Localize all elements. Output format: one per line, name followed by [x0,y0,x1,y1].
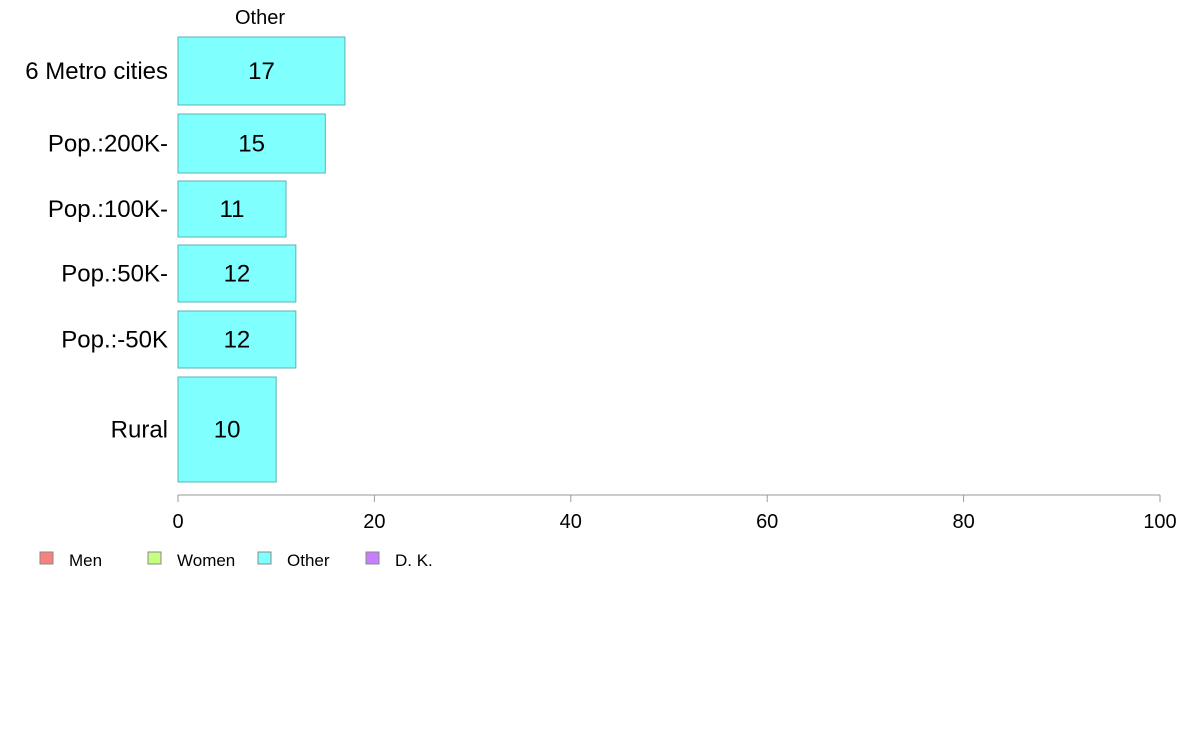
legend-swatch [147,551,162,565]
bar-value-label: 12 [224,327,251,354]
x-tick-label: 80 [952,511,974,533]
category-label: Pop.:-50K [61,327,168,354]
x-axis: 0 20 40 60 80 100 [172,494,1177,533]
legend-swatch [39,551,54,565]
x-tick-label: 40 [560,511,582,533]
bar-value-label: 17 [248,58,275,85]
legend-swatch [257,551,272,565]
x-tick-label: 20 [363,511,385,533]
legend-label: Other [287,551,330,570]
bar [177,36,346,106]
bar-value-label: 10 [214,417,241,444]
bar [177,376,277,483]
legend-swatch [365,551,380,565]
legend: Men Women Other D. K. [39,551,433,570]
bar-value-label: 11 [220,196,245,223]
category-label: Pop.:100K- [48,196,168,223]
bar-value-label: 12 [224,261,251,288]
x-tick-label: 60 [756,511,778,533]
bar-value-label: 15 [238,131,265,158]
category-label: 6 Metro cities [25,58,168,85]
legend-label: D. K. [395,551,433,570]
category-label: Pop.:200K- [48,131,168,158]
x-tick-label: 100 [1143,511,1176,533]
bar [177,310,297,369]
legend-label: Men [69,551,102,570]
bar [177,244,297,303]
bar [177,113,326,174]
legend-label: Women [177,551,235,570]
chart-title: Other [235,7,285,29]
category-label: Pop.:50K- [61,261,168,288]
category-label: Rural [111,417,168,444]
bar [177,180,287,238]
x-tick-label: 0 [172,511,183,533]
bars-layer: 17 6 Metro cities 15 Pop.:200K- 11 Pop.:100K-… [25,36,346,483]
